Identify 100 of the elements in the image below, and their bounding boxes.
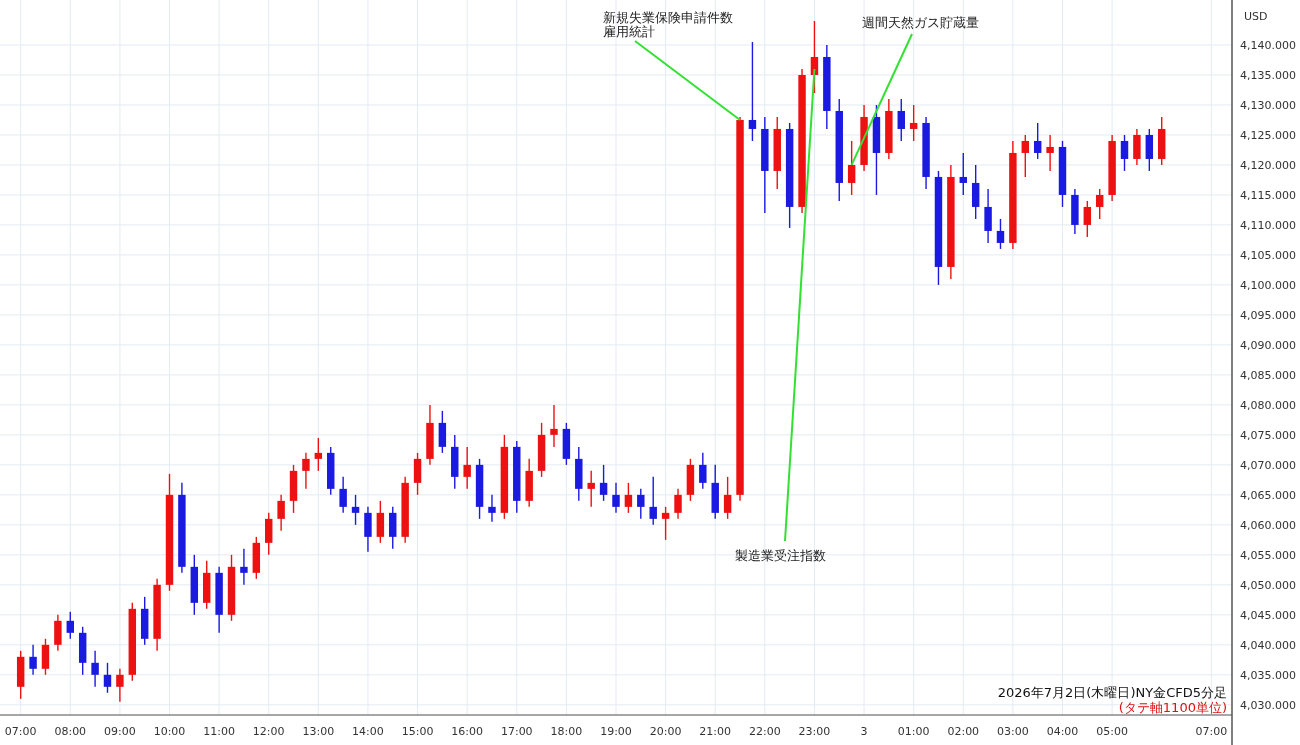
annotation: 新規失業保険申請件数雇用統計	[603, 10, 733, 39]
candlestick	[661, 506, 670, 541]
candlestick	[339, 476, 347, 514]
candlestick	[389, 506, 397, 550]
x-tick-label: 13:00	[302, 725, 335, 738]
candlestick	[41, 638, 50, 676]
candlestick	[649, 476, 657, 526]
candlestick	[909, 104, 918, 142]
candlestick	[91, 650, 99, 688]
text: (タテ軸1100単位)	[1118, 700, 1227, 715]
candlestick	[438, 410, 447, 454]
candlestick	[29, 644, 37, 676]
x-tick-label: 09:00	[104, 725, 136, 738]
candlestick	[959, 152, 967, 196]
candlestick	[699, 452, 707, 490]
y-tick-label: 4,140.000	[1240, 38, 1296, 52]
x-tick-label: 22:00	[748, 725, 781, 738]
candlestick	[624, 482, 633, 514]
candlestick	[612, 482, 620, 514]
candlestick	[351, 494, 360, 526]
x-tick-label: 02:00	[947, 725, 980, 738]
annotation: 製造業受注指数	[735, 548, 826, 563]
y-tick-label: 4,050.000	[1240, 578, 1296, 592]
candlestick	[1033, 122, 1042, 160]
candlestick	[54, 614, 62, 652]
candlestick	[587, 470, 595, 508]
x-tick-label: 21:00	[699, 725, 732, 738]
y-tick-label: 4,100.000	[1240, 278, 1296, 292]
y-tick-label: 4,120.000	[1240, 158, 1296, 172]
candlestick	[1120, 134, 1129, 172]
y-axis-title: USD	[1244, 10, 1268, 23]
y-tick-label: 4,075.000	[1240, 428, 1296, 442]
candlestick	[66, 611, 74, 640]
text: 2026年7月2日(木曜日)NY金CFD5分足	[997, 685, 1227, 700]
y-tick-label: 4,030.000	[1240, 698, 1296, 712]
x-tick-label: 03:00	[997, 725, 1029, 738]
candlestick	[599, 464, 608, 502]
y-tick-label: 4,130.000	[1240, 98, 1296, 112]
y-tick-label: 4,095.000	[1240, 308, 1296, 322]
y-tick-label: 4,080.000	[1240, 398, 1296, 412]
candlestick	[413, 452, 422, 496]
candlestick	[1083, 200, 1092, 238]
candlestick	[463, 446, 471, 490]
candlestick	[116, 668, 124, 703]
y-tick-label: 4,035.000	[1240, 668, 1296, 682]
y-tick-label: 4,055.000	[1240, 548, 1296, 562]
y-tick-label: 4,090.000	[1240, 338, 1296, 352]
candlestick	[302, 452, 310, 490]
x-tick-label: 07:00	[1195, 725, 1228, 738]
candlestick	[103, 662, 112, 694]
x-tick-label: 11:00	[203, 725, 235, 738]
x-tick-label: 19:00	[600, 725, 632, 738]
y-tick-label: 4,045.000	[1240, 608, 1296, 622]
x-tick-label: 10:00	[153, 725, 186, 738]
y-tick-label: 4,085.000	[1240, 368, 1296, 382]
candlestick	[1046, 134, 1054, 172]
x-tick-label: 07:00	[4, 725, 37, 738]
y-tick-label: 4,135.000	[1240, 68, 1296, 82]
candlestick	[1095, 188, 1104, 220]
x-tick-label: 08:00	[54, 725, 87, 738]
candlestick	[996, 218, 1005, 250]
candlestick	[748, 41, 757, 142]
candlestick	[674, 488, 682, 520]
candlestick	[550, 404, 558, 448]
x-tick-label: 18:00	[550, 725, 583, 738]
candlestick	[1021, 134, 1030, 178]
x-tick-label: 15:00	[401, 725, 434, 738]
annotation: 週間天然ガス貯蔵量	[850, 15, 979, 166]
candlestick	[364, 506, 372, 553]
x-tick-label: 3	[860, 725, 868, 738]
x-tick-label: 23:00	[798, 725, 831, 738]
y-tick-label: 4,115.000	[1240, 188, 1296, 202]
x-tick-label: 16:00	[451, 725, 484, 738]
y-tick-label: 4,125.000	[1240, 128, 1296, 142]
x-tick-label: 01:00	[897, 725, 930, 738]
x-tick-label: 12:00	[252, 725, 285, 738]
y-tick-label: 4,110.000	[1240, 218, 1296, 232]
candlestick	[897, 98, 905, 142]
candlestick	[314, 437, 323, 472]
x-tick-label: 05:00	[1096, 725, 1128, 738]
candlestick	[1133, 128, 1141, 166]
x-tick-label: 04:00	[1046, 725, 1079, 738]
x-tick-label: 14:00	[352, 725, 384, 738]
candlestick	[277, 494, 285, 532]
y-tick-label: 4,060.000	[1240, 518, 1296, 532]
candlestick	[637, 488, 645, 520]
candlestick	[265, 512, 273, 556]
candlestick	[971, 164, 980, 220]
y-tick-label: 4,065.000	[1240, 488, 1296, 502]
candlestick	[1145, 128, 1154, 172]
y-tick-label: 4,105.000	[1240, 248, 1296, 262]
y-tick-label: 4,070.000	[1240, 458, 1296, 472]
candlestick	[984, 188, 992, 244]
x-tick-label: 17:00	[500, 725, 533, 738]
candlestick	[488, 494, 496, 523]
y-tick-label: 4,040.000	[1240, 638, 1296, 652]
candlestick	[847, 140, 856, 196]
x-tick-label: 20:00	[649, 725, 682, 738]
candlestick	[240, 548, 248, 586]
candlestick	[376, 500, 385, 544]
